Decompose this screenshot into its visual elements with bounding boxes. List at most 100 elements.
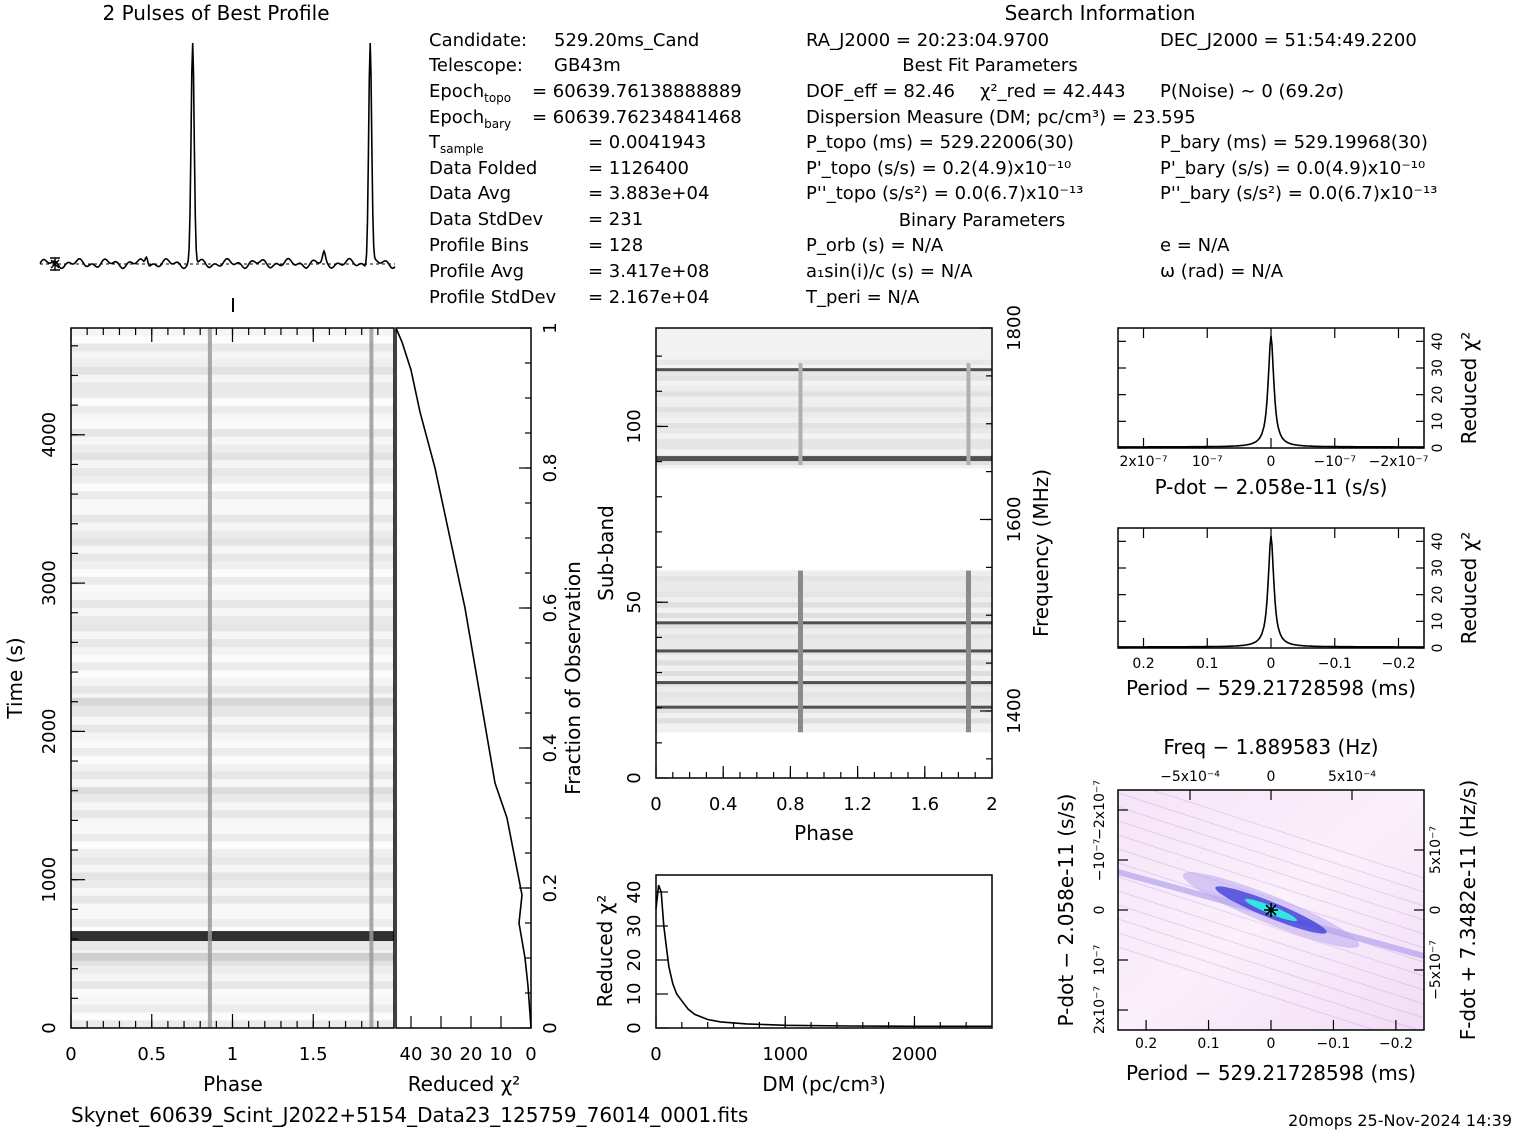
chi-xtick-label: 0 [525, 1044, 536, 1065]
time-row [71, 382, 394, 391]
sub-dark-band [656, 368, 992, 372]
sub-pulse-track [797, 570, 803, 733]
ppdot-streak [1118, 806, 1424, 907]
time-row [71, 981, 394, 990]
info-label: Candidate: [429, 30, 527, 51]
ppdot-streak [1118, 904, 1424, 1005]
chi-ytick-label: 0.6 [540, 594, 561, 623]
dm-frame [655, 874, 993, 1029]
chi-xtick-label: 30 [430, 1044, 453, 1065]
sub-xtick-label: 2 [986, 794, 997, 815]
sub-dark-band [656, 705, 992, 709]
small-xtick-label: −0.2 [1381, 656, 1415, 672]
profile-line [39, 42, 396, 270]
small-ytick-label: 20 [1430, 586, 1446, 604]
info-label: Profile Bins [429, 235, 529, 256]
time-row [71, 942, 394, 951]
sub-row [656, 665, 992, 671]
time-row [71, 724, 394, 733]
ppdot-x2tick-label: −5x10⁻⁴ [1160, 769, 1220, 785]
sub-row [656, 654, 992, 661]
time-dark-row [71, 931, 394, 942]
omega-text: ω (rad) = N/A [1160, 261, 1284, 282]
time-row [71, 926, 394, 936]
time-row [71, 989, 394, 998]
time-ytick-label: 3000 [39, 560, 60, 606]
dm-ylabel: Reduced χ² [593, 895, 617, 1008]
chi-ytick-label: 0.4 [540, 734, 561, 763]
sub-row [656, 628, 992, 634]
time-pulse-track [207, 328, 212, 1028]
sub-row [656, 676, 992, 682]
ppdot-streak [1118, 890, 1424, 991]
info-value: = 1126400 [588, 158, 689, 179]
time-row [71, 872, 394, 881]
sub-y2tick-label: 1600 [1004, 497, 1025, 543]
dm-xtick-label: 1000 [762, 1044, 808, 1065]
pdot-frame [1117, 327, 1425, 449]
sub-row [656, 401, 992, 408]
info-label: Profile Avg [429, 261, 524, 282]
profile-title: 2 Pulses of Best Profile [103, 1, 330, 25]
time-row [71, 491, 394, 500]
dm-ytick-label: 30 [624, 915, 645, 938]
chi-fraction-line [395, 327, 532, 1029]
time-row [71, 670, 394, 679]
time-row [71, 810, 394, 819]
small-ytick-label: 10 [1430, 412, 1446, 430]
time-xtick-label: 1.5 [299, 1044, 328, 1065]
subband-panel: 0 0.4 0.8 1.2 1.6 2 0 50 100 1400 1600 1800 Phase S… [594, 305, 1053, 845]
ppdot-streak [1118, 876, 1424, 977]
chi-ytick-label: 1 [540, 322, 561, 333]
time-ytick-label: 1000 [39, 857, 60, 903]
small-xtick-label: 0.1 [1196, 656, 1218, 672]
sub-xtick-label: 0.8 [776, 794, 805, 815]
ppdot-ytick-label: 10⁻⁷ [1092, 945, 1108, 976]
time-xlabel: Phase [203, 1072, 263, 1096]
info-label: Tsample [428, 132, 484, 156]
sub-ytick-label: 50 [624, 591, 645, 614]
time-row [71, 639, 394, 648]
time-row [71, 623, 394, 632]
time-mid-row [71, 952, 394, 961]
time-ylabel: Time (s) [3, 637, 27, 719]
time-row [71, 919, 394, 928]
time-row [71, 538, 394, 547]
time-row [71, 958, 394, 967]
time-phase-panel: 0 0.5 1 1.5 0 1000 2000 3000 4000 Phase Time (s) [3, 327, 395, 1096]
time-row [71, 973, 394, 982]
info-label: Telescope: [428, 55, 523, 76]
time-row [71, 553, 394, 562]
ppdot-x2tick-label: 5x10⁻⁴ [1328, 769, 1376, 785]
time-row [71, 514, 394, 523]
sub-row [656, 428, 992, 434]
sub-row [656, 412, 992, 418]
sub-pulse-track [966, 363, 971, 466]
time-row [71, 452, 394, 461]
chi-ytick-label: 0 [540, 1022, 561, 1033]
profile-panel [39, 42, 396, 312]
time-row [71, 841, 394, 850]
dm-xtick-label: 2000 [892, 1044, 938, 1065]
sub-row [656, 618, 992, 624]
sub-row [656, 375, 992, 381]
errorbar-icon [50, 257, 60, 271]
sub-row [656, 702, 992, 708]
time-row [71, 779, 394, 788]
time-row [71, 996, 394, 1006]
ppdot-panel: Freq − 1.889583 (Hz) 0.2 0.1 0 −0.1 −0.2 −5x1… [1054, 735, 1480, 1085]
dm-ytick-label: 20 [624, 949, 645, 972]
sub-row [656, 670, 992, 677]
sub-row [656, 596, 992, 603]
subband-ylabel: Sub-band [594, 505, 618, 601]
ppdot-streak [1118, 792, 1424, 893]
time-row [71, 716, 394, 726]
small-xtick-label: −0.1 [1318, 656, 1352, 672]
info-value: = 0.0041943 [588, 132, 706, 153]
time-row [71, 398, 394, 407]
period-xlabel: Period − 529.21728598 (ms) [1126, 676, 1416, 700]
sub-row [656, 623, 992, 629]
small-ytick-label: 20 [1430, 386, 1446, 404]
sub-row [656, 697, 992, 703]
